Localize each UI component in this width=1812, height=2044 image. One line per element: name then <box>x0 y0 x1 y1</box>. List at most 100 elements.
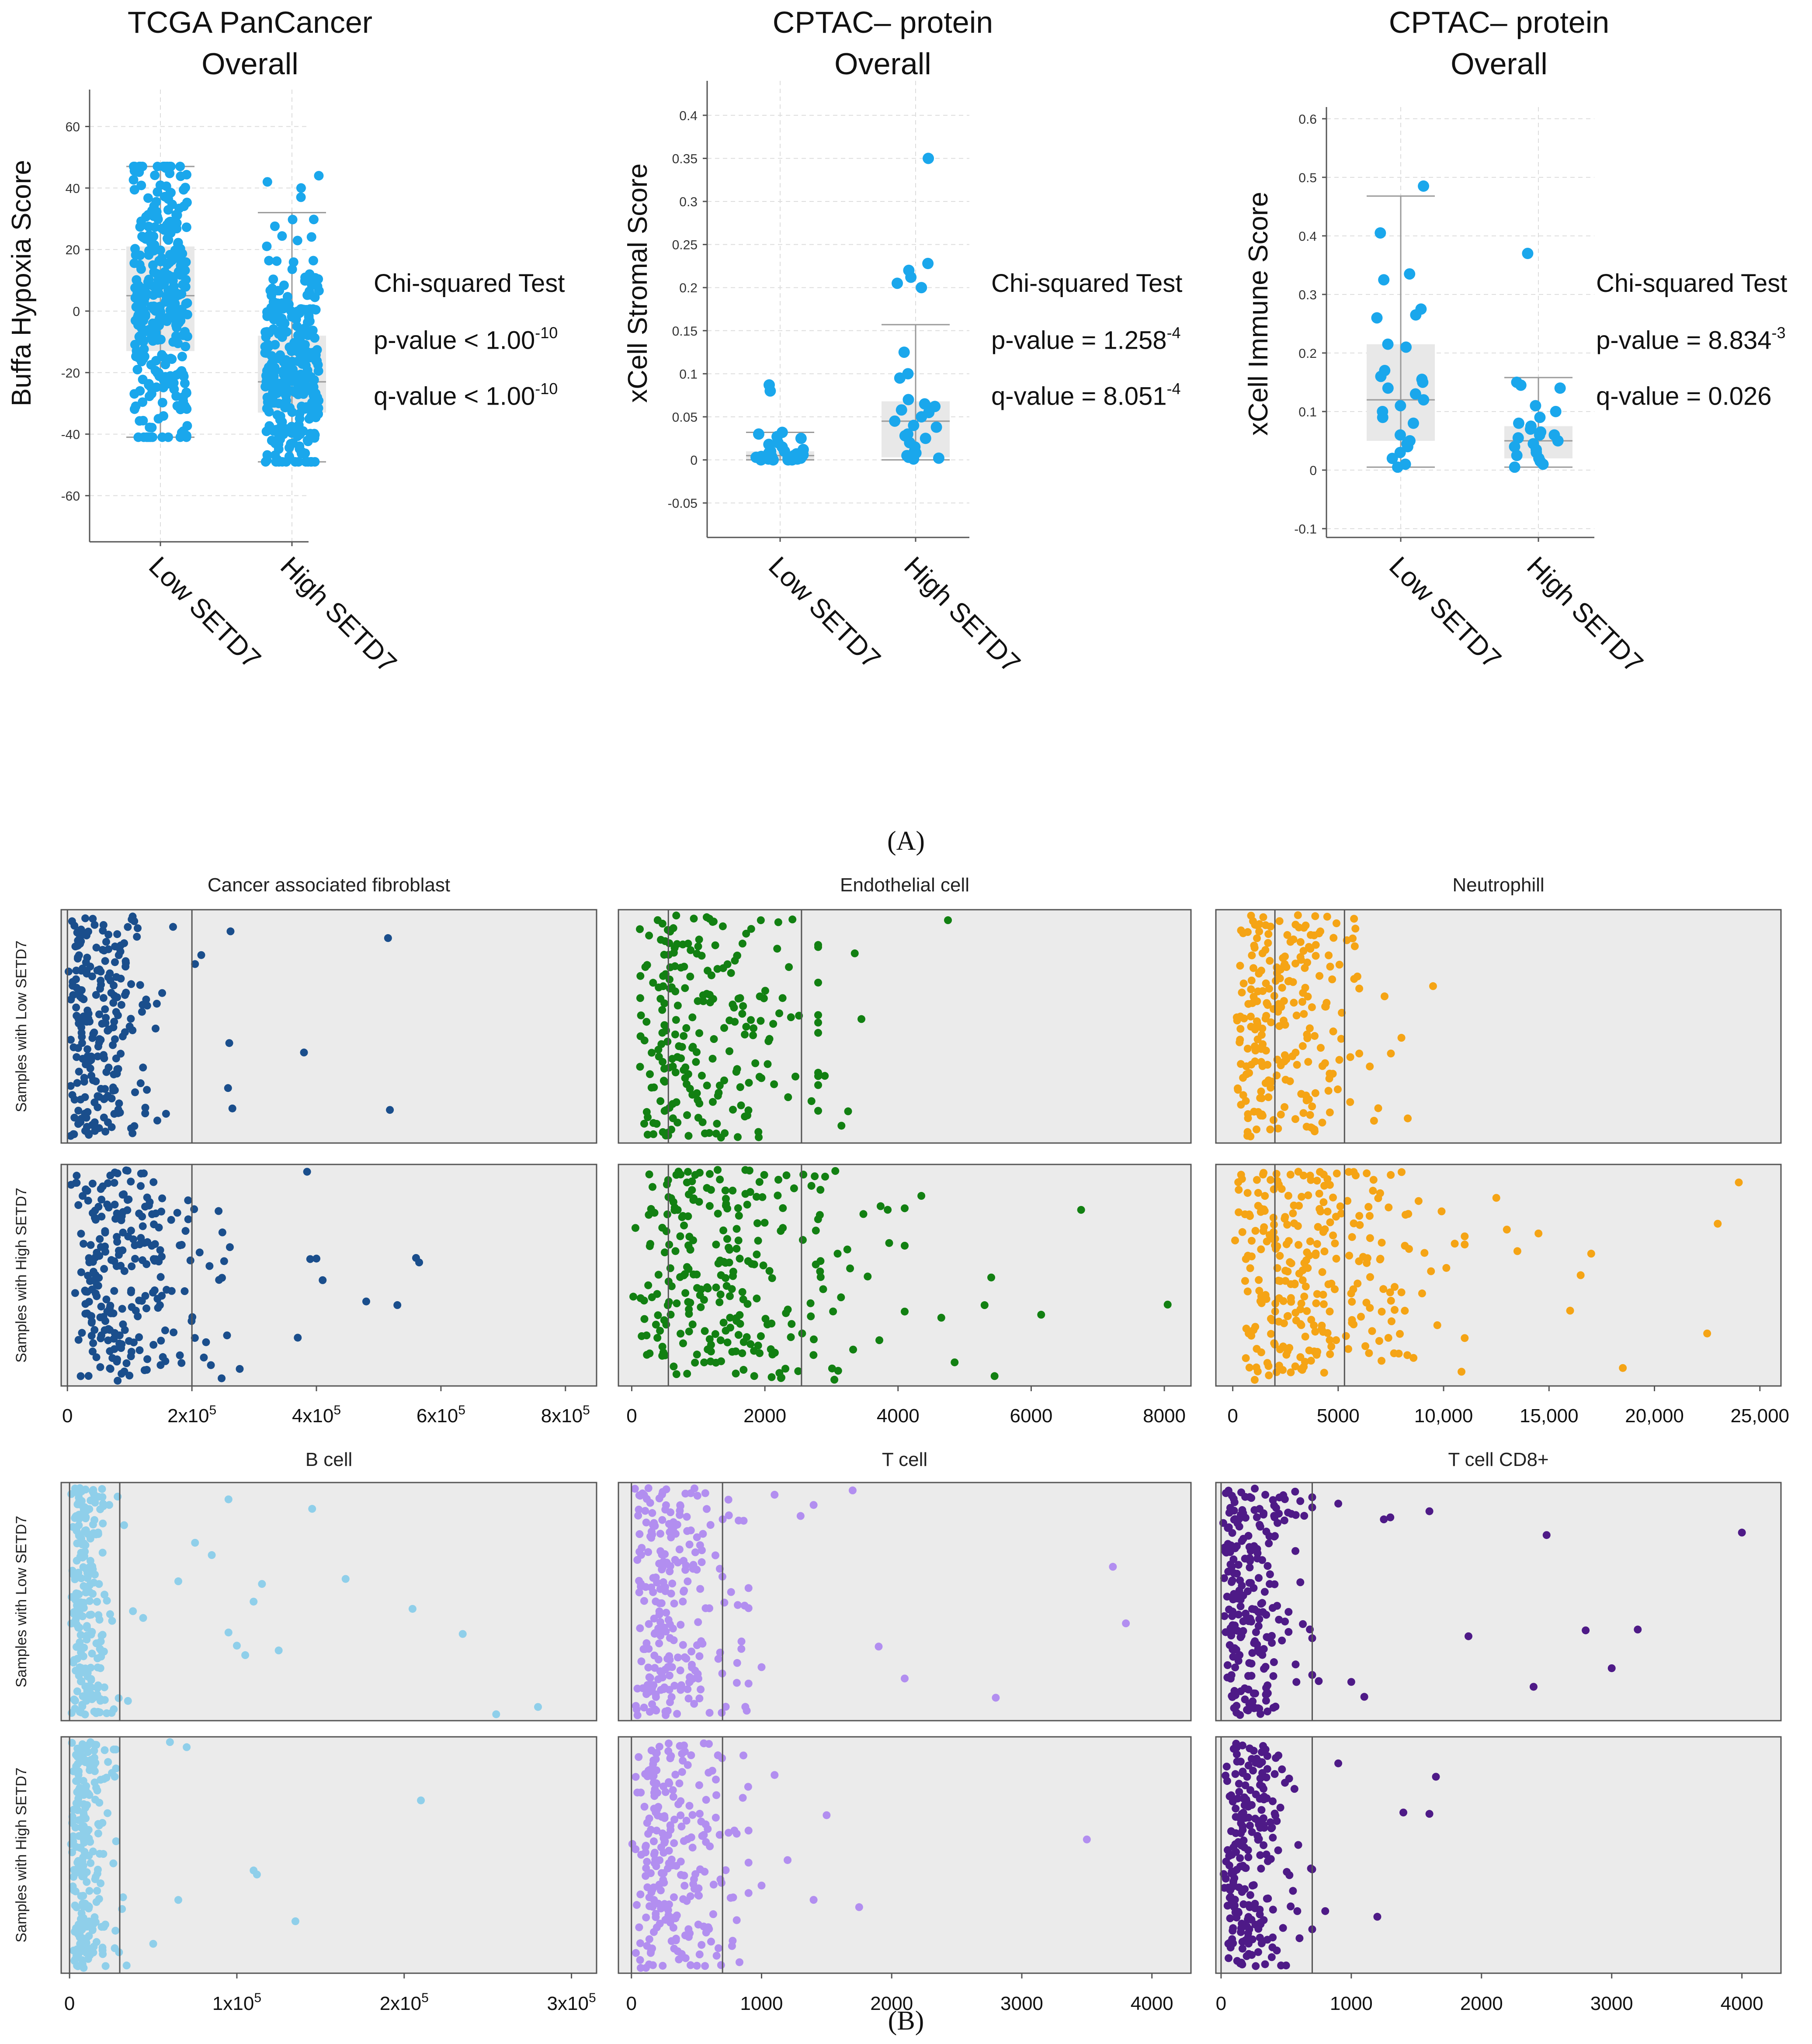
bcell-point <box>77 1791 85 1799</box>
caf-point <box>110 1287 118 1295</box>
hypoxia-point <box>306 457 316 467</box>
bcell-point <box>97 1637 105 1646</box>
hypoxia-title: TCGA PanCancer <box>128 5 372 39</box>
tcell-point <box>732 1679 741 1687</box>
tcell-point <box>684 1685 692 1693</box>
neut-point <box>1242 1354 1250 1362</box>
cd8-point <box>1223 1661 1232 1669</box>
cd8-point <box>1582 1626 1590 1635</box>
stromal-point <box>764 385 776 397</box>
endo-point <box>722 1327 730 1335</box>
neut-point <box>1253 1176 1261 1184</box>
caf-point <box>73 1053 81 1061</box>
caf-point <box>86 1064 94 1073</box>
tcell-point <box>660 1878 668 1887</box>
caf-point <box>142 1260 151 1268</box>
tcell-point <box>666 1698 674 1706</box>
neut-point <box>1387 1296 1395 1305</box>
tcell-point <box>823 1811 831 1819</box>
endo-point <box>1163 1300 1172 1309</box>
endo-point <box>784 1093 792 1102</box>
bcell-point <box>408 1605 417 1613</box>
endo-point <box>777 1374 785 1382</box>
neut-point <box>1254 1189 1262 1197</box>
cd8-point <box>1235 1788 1243 1796</box>
endo-point <box>704 1345 712 1354</box>
bcell-row-panel <box>60 1482 597 1722</box>
caf-point <box>228 1104 236 1112</box>
cd8-point <box>1237 1958 1246 1967</box>
endo-point <box>744 1257 752 1265</box>
endo-point <box>672 911 680 920</box>
cd8-point <box>1254 1622 1263 1630</box>
hypoxia-point <box>270 340 280 350</box>
endo-point <box>688 1320 697 1329</box>
caf-point <box>128 1262 136 1271</box>
hypoxia-point <box>154 288 164 298</box>
cd8-chart: T cell CD8+0 1000 2000 3000 4000 <box>1215 1449 1782 2014</box>
caf-point <box>69 991 77 999</box>
neut-point <box>1513 1247 1521 1255</box>
endo-point <box>705 991 714 999</box>
caf-point <box>157 1337 165 1345</box>
tcell-point <box>727 1588 735 1596</box>
endo-point <box>814 1019 822 1027</box>
tcell-point <box>650 1792 659 1800</box>
neut-point <box>1289 1209 1297 1217</box>
stromal-point <box>795 433 807 444</box>
tcell-point <box>708 1767 716 1775</box>
neut-point <box>1281 1051 1289 1059</box>
endo-point <box>754 1128 763 1136</box>
caf-point <box>73 1171 81 1180</box>
tcell-point <box>646 1708 654 1716</box>
neut-point <box>1355 1050 1364 1058</box>
tcell-point <box>701 1962 709 1970</box>
caf-point <box>71 1289 79 1297</box>
caf-point <box>149 1341 158 1349</box>
bcell-point <box>94 1493 103 1501</box>
neut-point <box>1351 1171 1360 1180</box>
cd8-point <box>1251 1637 1259 1646</box>
endo-point <box>885 1239 893 1247</box>
cd8-point <box>1279 1924 1287 1932</box>
endo-point <box>769 1020 778 1028</box>
caf-point <box>82 958 90 967</box>
immune-chart: CPTAC– proteinOverall-0.100.10.20.30.40.… <box>1243 5 1649 679</box>
endo-point <box>666 1264 674 1272</box>
hypoxia-point <box>150 170 160 180</box>
tcell-point <box>686 1892 694 1900</box>
tcell-point <box>635 1548 644 1556</box>
endo-point <box>687 946 695 954</box>
caf-point <box>226 927 235 935</box>
endo-point <box>751 1059 760 1067</box>
caf-point <box>141 1109 149 1118</box>
endo-point <box>631 1224 639 1232</box>
caf-point <box>73 1179 81 1187</box>
neut-point <box>1329 934 1338 942</box>
endo-point <box>837 1293 845 1302</box>
hypoxia-point <box>164 257 174 267</box>
endo-point <box>705 915 714 923</box>
neut-point <box>1258 949 1267 957</box>
neut-point <box>1243 1189 1252 1197</box>
bcell-point <box>106 1610 114 1618</box>
hypoxia-point <box>174 252 184 262</box>
neut-point <box>1390 1349 1398 1358</box>
caf-point <box>134 1312 142 1320</box>
neut-point <box>1242 1097 1250 1105</box>
neut-point <box>1326 1336 1334 1344</box>
stromal-chart: CPTAC– proteinOverall-0.0500.050.10.150.… <box>623 5 1026 679</box>
stromal-pvalue: p-value = 1.258-4 <box>991 324 1181 355</box>
endo-point <box>685 1233 694 1241</box>
endo-point <box>695 1029 704 1037</box>
neut-point <box>1312 941 1320 949</box>
cd8-point <box>1274 1519 1282 1527</box>
endo-point <box>779 1204 787 1212</box>
stromal-point <box>753 428 764 440</box>
endo-point <box>703 1283 711 1292</box>
neut-point <box>1307 1123 1315 1132</box>
hypoxia-point <box>272 256 282 266</box>
tcell-point <box>735 1516 743 1524</box>
endo-point <box>705 1202 714 1210</box>
